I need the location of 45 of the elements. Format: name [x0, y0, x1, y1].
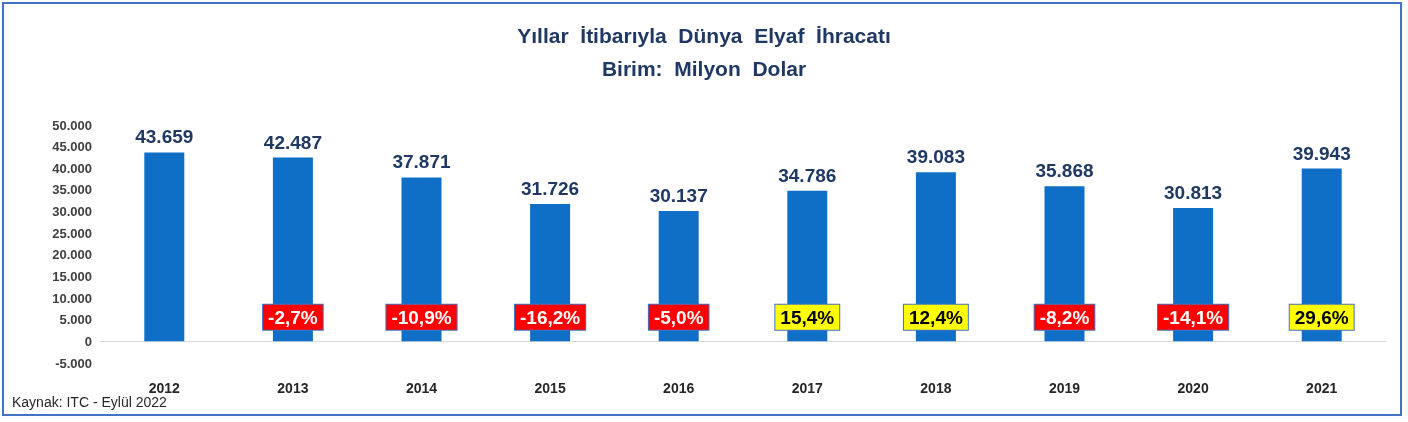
y-tick-label: 30.000: [52, 204, 92, 220]
data-label: 37.871: [392, 151, 451, 173]
y-tick-label: 10.000: [52, 290, 92, 306]
annotation: -2,7%: [268, 306, 318, 328]
data-label: 34.786: [778, 164, 837, 186]
x-tick-label: 2020: [1177, 380, 1209, 396]
x-tick-label: 2014: [405, 380, 438, 396]
y-tick-label: 40.000: [52, 160, 92, 176]
annotation: 29,6%: [1294, 306, 1349, 328]
chart-title: Yıllar İtibarıyla Dünya Elyaf İhracatı: [517, 24, 891, 47]
bar: [144, 152, 185, 342]
x-tick-label: 2018: [920, 380, 952, 396]
annotation: 12,4%: [908, 306, 963, 328]
y-tick-label: 0: [84, 333, 92, 349]
text: Kaynak: ITC - Eylül 2022: [12, 394, 168, 410]
x-tick-label: 2019: [1048, 380, 1081, 396]
x-tick-label: 2016: [663, 380, 695, 396]
x-tick-label: 2012: [148, 380, 181, 396]
data-label: 43.659: [135, 126, 194, 148]
data-label: 30.813: [1164, 182, 1223, 204]
y-tick-label: 45.000: [52, 139, 92, 155]
x-tick-label: 2017: [791, 380, 824, 396]
chart-subtitle: Birim: Milyon Dolar: [601, 57, 807, 80]
y-tick-label: 25.000: [52, 225, 92, 241]
y-tick-label: 50.000: [52, 117, 92, 133]
y-tick-label: 15.000: [52, 268, 92, 284]
data-label: 30.137: [649, 184, 708, 206]
data-label: 39.943: [1292, 142, 1351, 164]
x-tick-label: 2013: [277, 380, 309, 396]
annotation: -10,9%: [391, 306, 452, 328]
annotation: -5,0%: [653, 306, 704, 328]
annotation: -16,2%: [520, 306, 581, 328]
y-tick-label: 35.000: [52, 182, 92, 198]
annotation: 15,4%: [780, 306, 835, 328]
y-tick-label: 20.000: [52, 247, 92, 263]
x-tick-label: 2015: [534, 380, 566, 396]
data-label: 42.487: [263, 131, 322, 153]
annotation: -8,2%: [1039, 306, 1090, 328]
x-tick-label: 2021: [1306, 380, 1338, 396]
annotation: -14,1%: [1163, 306, 1224, 328]
data-label: 39.083: [906, 146, 965, 168]
data-label: 35.868: [1035, 160, 1094, 182]
y-tick-label: -5.000: [55, 355, 92, 371]
data-label: 31.726: [521, 178, 580, 200]
y-tick-label: 5.000: [59, 312, 92, 328]
